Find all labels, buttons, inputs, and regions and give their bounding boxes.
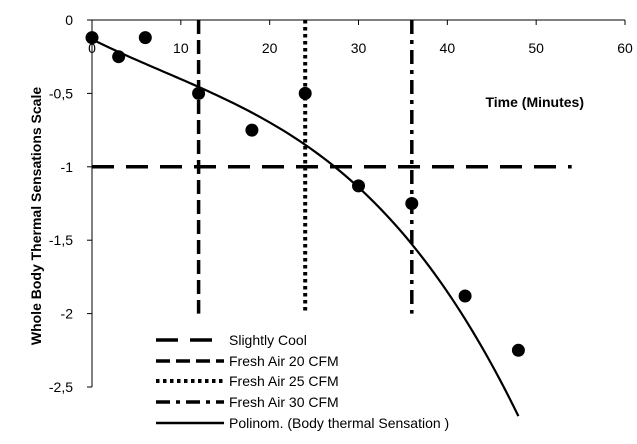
ticks: 0 10 20 30 40 50 60 0 -0,5 -1 -1,5 -2 -2,5 <box>49 12 633 395</box>
y-tick-label: -0,5 <box>49 85 73 101</box>
x-tick-label: 20 <box>262 40 278 56</box>
trend-curve <box>91 38 520 417</box>
legend-label: Fresh Air 30 CFM <box>229 394 339 410</box>
data-point <box>245 123 259 137</box>
x-axis-title: Time (Minutes) <box>485 94 584 110</box>
data-point <box>112 50 126 64</box>
data-point <box>511 343 525 357</box>
y-axis-title: Whole Body Thermal Sensations Scale <box>28 87 44 346</box>
x-tick-label: 0 <box>88 40 96 56</box>
trend-line <box>91 38 520 417</box>
data-point <box>138 31 152 45</box>
y-tick-label: -2,5 <box>49 379 73 395</box>
y-tick-label: 0 <box>65 12 73 28</box>
x-tick-label: 40 <box>440 40 456 56</box>
legend-label: Fresh Air 25 CFM <box>229 373 339 389</box>
data-point <box>405 197 419 210</box>
reference-lines <box>92 20 572 314</box>
y-tick-label: -2 <box>61 306 74 322</box>
data-points <box>85 31 525 357</box>
data-point <box>458 289 472 303</box>
data-point <box>85 31 99 45</box>
legend-label: Polinom. (Body thermal Sensation ) <box>229 415 449 431</box>
legend-label: Slightly Cool <box>229 332 307 348</box>
y-tick-label: -1,5 <box>49 232 73 248</box>
x-tick-label: 60 <box>617 40 633 56</box>
y-tick-label: -1 <box>61 159 74 175</box>
x-tick-label: 30 <box>351 40 367 56</box>
data-point <box>298 86 312 100</box>
legend-background <box>152 330 432 444</box>
legend-label: Fresh Air 20 CFM <box>229 353 339 369</box>
x-tick-label: 10 <box>173 40 189 56</box>
x-tick-label: 50 <box>528 40 544 56</box>
legend: Slightly Cool Fresh Air 20 CFM Fresh Air 2… <box>152 330 449 444</box>
data-point <box>352 179 365 193</box>
data-point <box>192 86 206 100</box>
